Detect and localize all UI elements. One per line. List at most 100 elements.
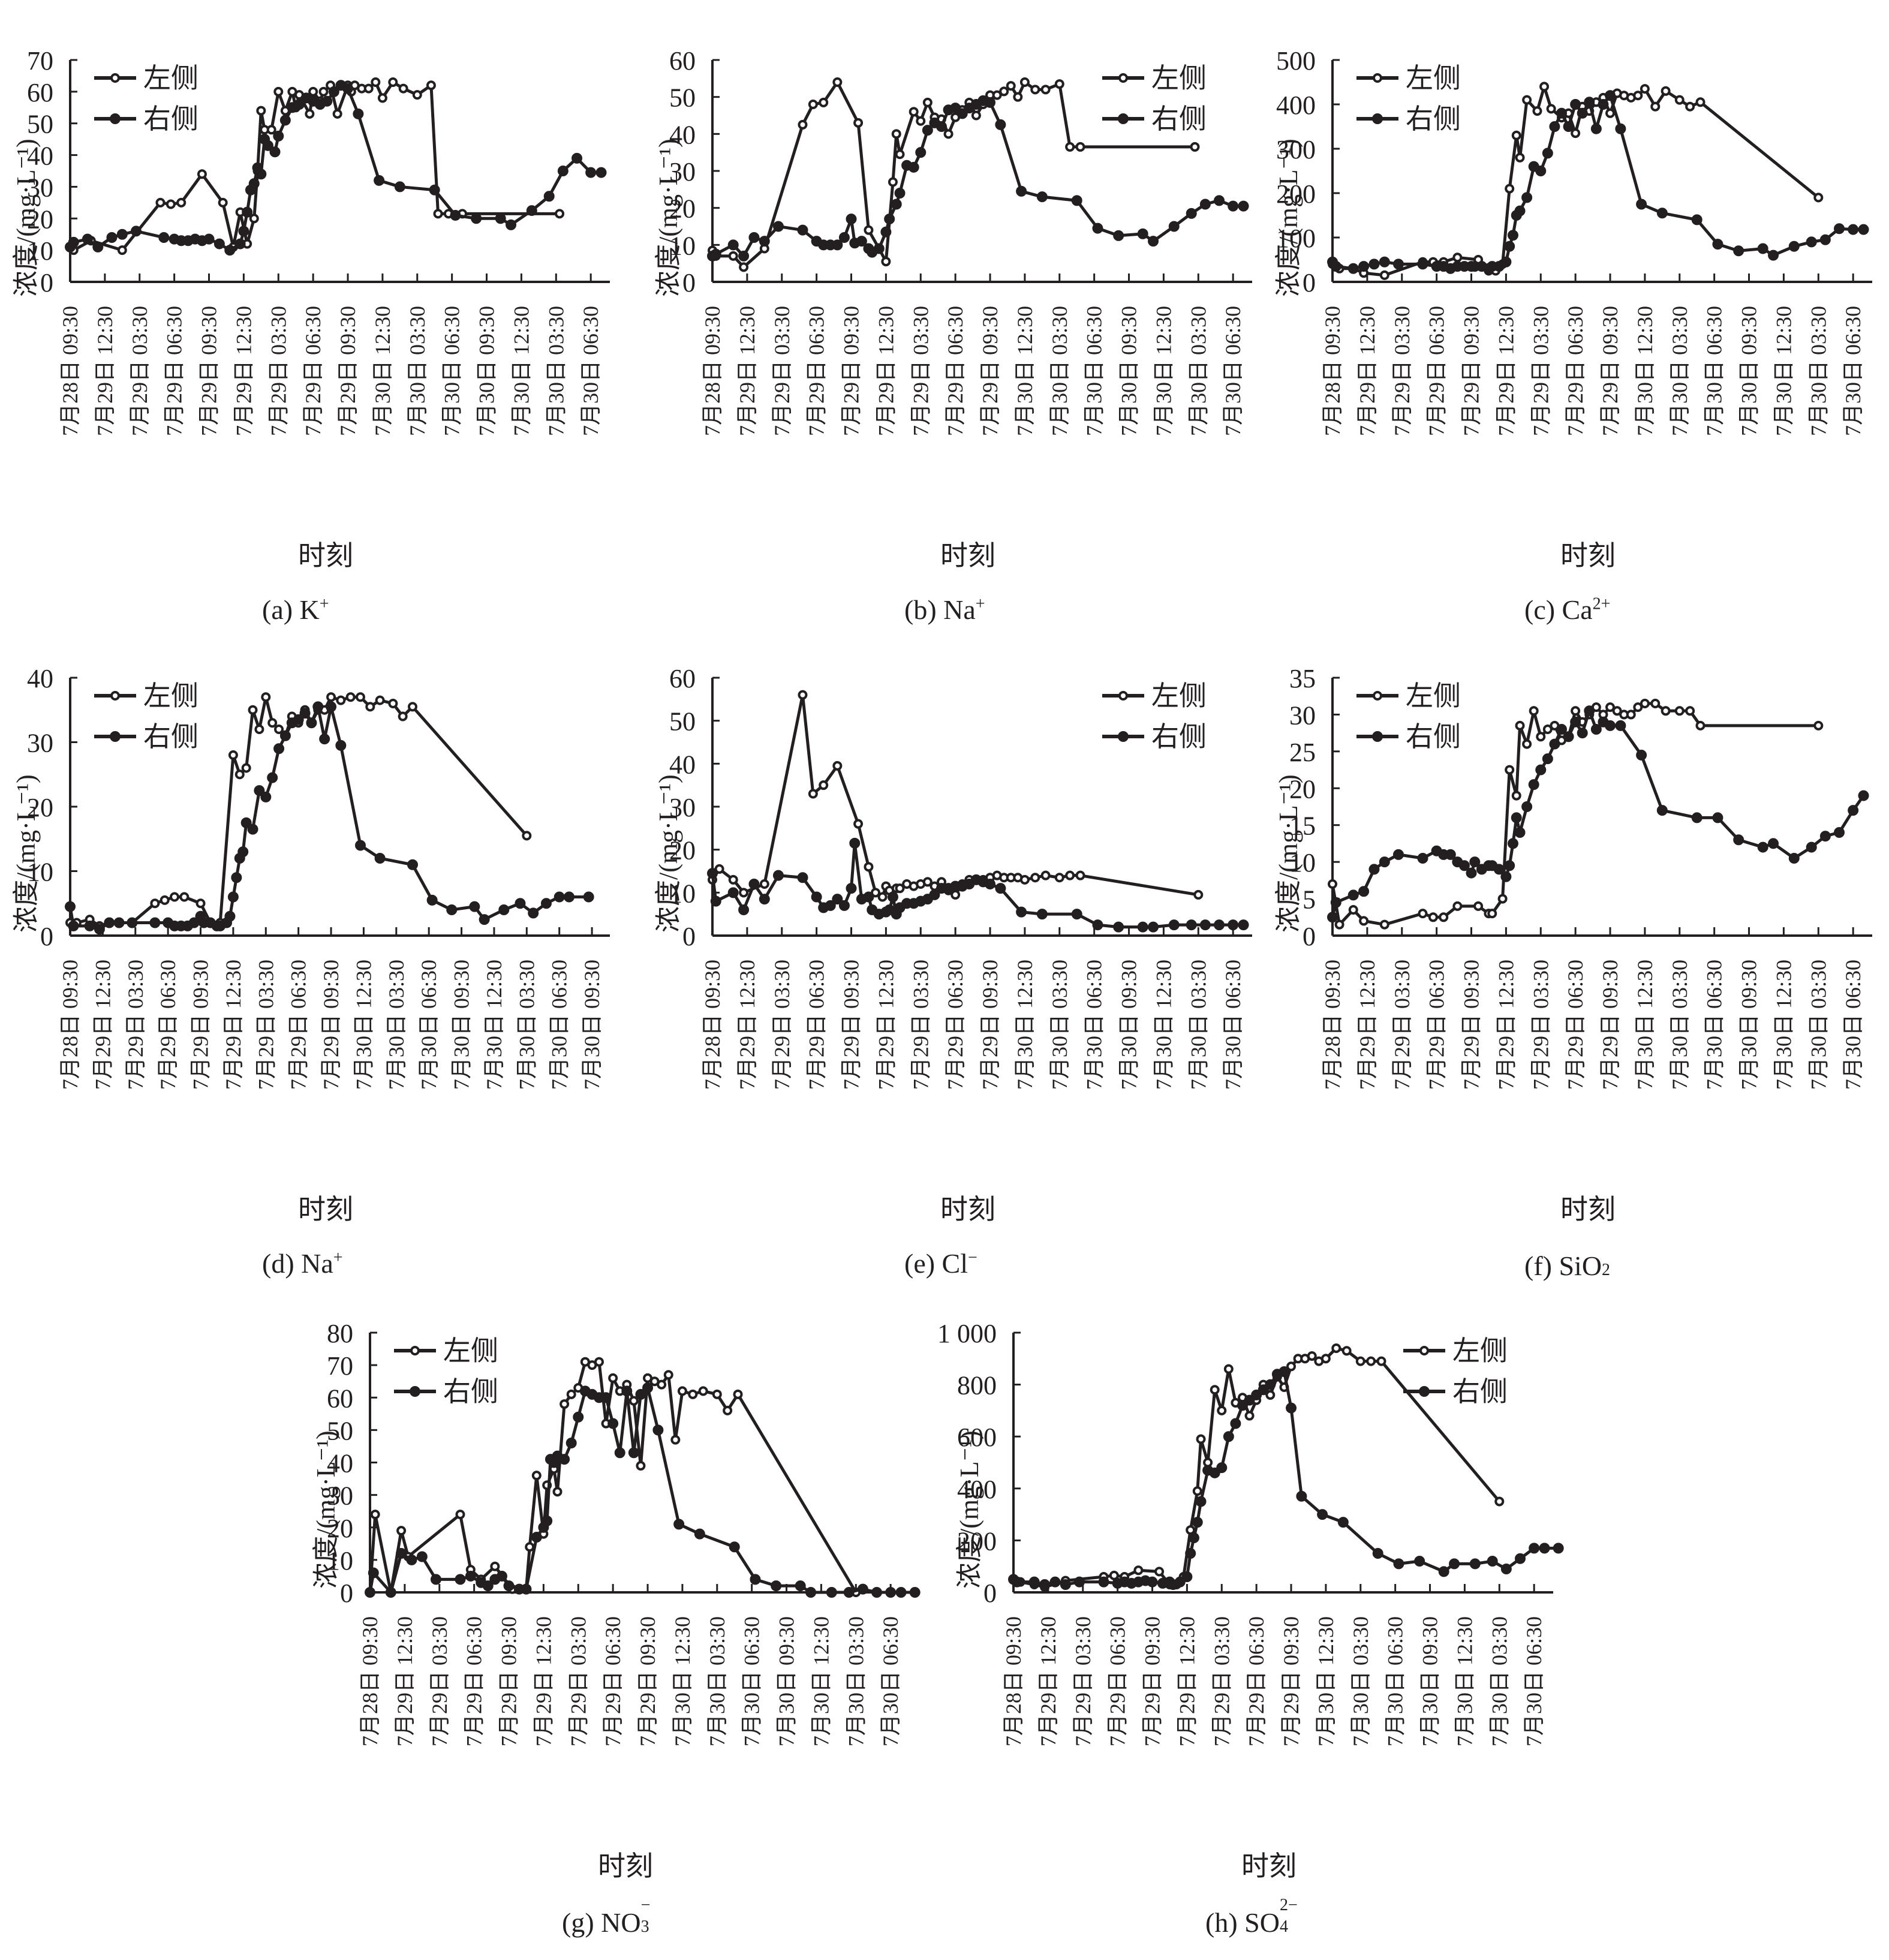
data-point-right bbox=[797, 224, 808, 236]
data-point-left bbox=[922, 877, 933, 887]
data-point-right bbox=[430, 1574, 441, 1585]
data-point-left bbox=[1217, 1405, 1227, 1415]
data-point-left bbox=[249, 214, 259, 224]
legend-label: 左侧 bbox=[1151, 63, 1207, 94]
data-point-right bbox=[242, 206, 253, 218]
data-point-left bbox=[1006, 81, 1016, 91]
data-point-left bbox=[1546, 104, 1556, 114]
data-point-left bbox=[1054, 873, 1064, 883]
data-point-right bbox=[1590, 724, 1602, 735]
data-point-right bbox=[299, 708, 311, 719]
x-tick-label: 7月29日 09:30 bbox=[497, 1616, 521, 1746]
data-point-right bbox=[727, 239, 739, 251]
y-tick-label: 80 bbox=[327, 1319, 353, 1348]
x-tick-label: 7月29日 09:30 bbox=[636, 1616, 660, 1746]
data-point-right bbox=[365, 1587, 375, 1598]
y-tick-label: 40 bbox=[27, 142, 53, 171]
y-tick-label: 30 bbox=[27, 729, 53, 758]
y-tick-label: 30 bbox=[669, 793, 696, 822]
x-axis-label: 时刻 bbox=[940, 540, 995, 571]
data-point-right bbox=[482, 1580, 494, 1592]
data-point-right bbox=[496, 1570, 507, 1582]
data-point-left bbox=[1109, 1570, 1119, 1580]
data-point-right bbox=[1228, 200, 1239, 212]
data-point-right bbox=[319, 734, 330, 745]
x-tick-label: 7月30日 06:30 bbox=[1702, 960, 1726, 1090]
data-point-left bbox=[336, 695, 346, 705]
x-tick-label: 7月29日 03:30 bbox=[770, 960, 794, 1090]
y-tick-label: 0 bbox=[1303, 268, 1316, 297]
legend-marker-open-circle-icon bbox=[1373, 73, 1382, 83]
data-point-left bbox=[739, 262, 749, 272]
data-point-right bbox=[446, 904, 458, 915]
data-point-right bbox=[694, 1528, 705, 1540]
data-point-left bbox=[1040, 85, 1051, 95]
data-point-left bbox=[1334, 919, 1344, 930]
data-point-left bbox=[552, 1487, 563, 1497]
data-point-right bbox=[849, 837, 861, 849]
data-point-right bbox=[1016, 906, 1027, 918]
data-point-left bbox=[218, 197, 228, 208]
data-point-left bbox=[1494, 1496, 1505, 1507]
data-point-right bbox=[1147, 1576, 1158, 1588]
x-tick-label: 7月30日 06:30 bbox=[1082, 960, 1106, 1090]
y-tick-label: 30 bbox=[669, 157, 696, 187]
data-point-right bbox=[566, 1438, 577, 1449]
x-tick-label: 7月29日 06:30 bbox=[462, 1616, 486, 1746]
legend-marker-open-circle-icon bbox=[110, 73, 120, 83]
data-point-left bbox=[1192, 1486, 1202, 1496]
x-tick-label: 7月30日 06:30 bbox=[417, 960, 441, 1090]
data-point-left bbox=[819, 97, 829, 107]
y-tick-label: 0 bbox=[682, 922, 696, 951]
data-point-right bbox=[1570, 99, 1581, 110]
data-point-right bbox=[857, 1583, 868, 1595]
x-tick-label: 7月30日 09:30 bbox=[1737, 306, 1761, 436]
data-point-right bbox=[1553, 1543, 1564, 1554]
y-tick-label: 60 bbox=[27, 78, 53, 107]
data-point-left bbox=[117, 245, 127, 255]
y-tick-label: 40 bbox=[669, 750, 696, 779]
data-point-right bbox=[227, 891, 239, 903]
x-tick-label: 7月30日 12:30 bbox=[1151, 960, 1175, 1090]
data-point-right bbox=[1466, 867, 1477, 879]
data-point-left bbox=[326, 692, 336, 702]
data-point-left bbox=[1539, 82, 1550, 92]
data-point-left bbox=[608, 1373, 618, 1383]
x-tick-label: 7月29日 03:30 bbox=[1529, 960, 1553, 1090]
data-point-left bbox=[1054, 79, 1064, 89]
legend-label: 右侧 bbox=[443, 1376, 498, 1407]
data-point-left bbox=[490, 1561, 500, 1571]
x-tick-label: 7月29日 06:30 bbox=[1425, 960, 1449, 1090]
data-point-left bbox=[712, 1389, 722, 1399]
data-point-left bbox=[531, 1471, 542, 1481]
panel-caption: (g) NO −3 bbox=[562, 1896, 665, 1938]
data-point-left bbox=[398, 83, 408, 94]
data-point-right bbox=[1286, 1402, 1297, 1414]
data-point-right bbox=[846, 883, 857, 894]
caption-superscript: + bbox=[975, 594, 985, 614]
caption-text: (g) NO bbox=[562, 1907, 641, 1938]
x-tick-label: 7月29日 09:30 bbox=[319, 960, 343, 1090]
data-point-right bbox=[213, 238, 225, 249]
data-point-left bbox=[1511, 130, 1521, 140]
x-tick-label: 7月29日 03:30 bbox=[566, 1616, 590, 1746]
data-point-right bbox=[936, 121, 947, 132]
data-point-right bbox=[1016, 185, 1027, 197]
data-point-left bbox=[261, 692, 271, 702]
data-point-left bbox=[388, 77, 398, 87]
x-tick-label: 7月30日 09:30 bbox=[475, 306, 499, 436]
x-tick-label: 7月29日 06:30 bbox=[805, 306, 829, 436]
data-point-left bbox=[1359, 916, 1369, 926]
data-point-right bbox=[312, 701, 324, 713]
x-tick-label: 7月29日 03:30 bbox=[428, 1616, 452, 1746]
data-point-right bbox=[1712, 239, 1723, 250]
data-point-right bbox=[1330, 261, 1341, 272]
data-point-left bbox=[1040, 870, 1051, 880]
data-point-left bbox=[522, 831, 532, 841]
panel-caption: (d) Na+ bbox=[262, 1247, 343, 1279]
data-point-left bbox=[398, 711, 408, 722]
data-point-left bbox=[1674, 95, 1685, 105]
data-point-right bbox=[1733, 834, 1744, 846]
data-point-right bbox=[1039, 1579, 1051, 1591]
x-tick-label: 7月29日 12:30 bbox=[874, 306, 898, 436]
